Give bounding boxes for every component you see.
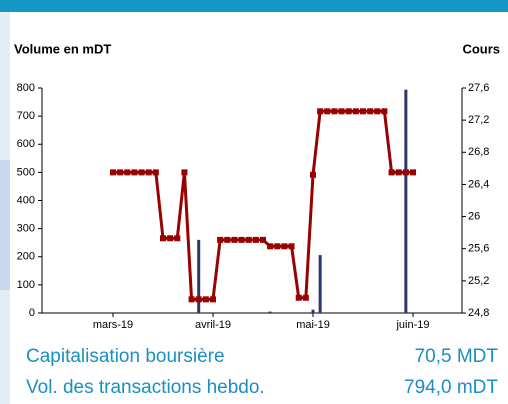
top-band [0, 0, 508, 12]
price-marker [117, 169, 124, 176]
price-marker [260, 236, 266, 243]
price-marker [160, 235, 166, 242]
bar [404, 89, 408, 313]
y2-tick-label: 25,2 [468, 275, 489, 287]
y2-tick-label: 26 [468, 210, 480, 222]
price-line [113, 109, 413, 301]
price-marker [360, 108, 366, 115]
y-tick-label: 100 [17, 279, 35, 291]
y2-tick-label: 26,8 [468, 146, 489, 158]
price-marker [374, 108, 381, 115]
summary-label: Vol. des transactions hebdo. [26, 377, 265, 398]
price-marker [174, 235, 181, 242]
summary-value: 794,0 mDT [404, 377, 498, 398]
price-marker [245, 236, 252, 243]
price-marker [331, 108, 338, 115]
price-marker [324, 108, 331, 115]
y-axis-title: Volume en mDT [14, 41, 111, 56]
price-marker [395, 169, 402, 176]
price-marker [338, 108, 345, 115]
price-marker [224, 236, 231, 243]
summary-value: 70,5 MDT [415, 346, 499, 367]
y-tick-label: 800 [17, 82, 35, 94]
price-marker [167, 235, 174, 242]
bar [318, 255, 322, 313]
summary-label: Capitalisation boursière [26, 346, 225, 367]
price-marker [152, 169, 159, 176]
price-marker [381, 108, 388, 115]
price-marker [145, 169, 152, 176]
price-marker [367, 108, 374, 115]
bar [268, 311, 272, 313]
y2-tick-label: 26,4 [468, 178, 489, 190]
price-marker [252, 236, 259, 243]
price-marker [110, 169, 116, 176]
y-tick-label: 200 [17, 251, 35, 263]
price-marker [138, 169, 145, 176]
price-marker [310, 171, 316, 178]
price-marker [274, 243, 281, 250]
x-tick-label: avril-19 [195, 319, 231, 331]
price-marker [288, 243, 295, 250]
price-marker [352, 108, 359, 115]
price-marker [217, 236, 224, 243]
left-strip-accent [0, 160, 10, 290]
y2-tick-label: 27,2 [468, 114, 489, 126]
price-marker [210, 296, 216, 303]
price-marker [402, 169, 409, 176]
price-marker [124, 169, 131, 176]
price-marker [388, 169, 395, 176]
x-tick-label: juin-19 [395, 319, 429, 331]
y-tick-label: 700 [17, 110, 35, 122]
y-tick-label: 0 [29, 307, 35, 319]
price-marker [188, 296, 195, 303]
price-marker [267, 243, 274, 250]
bar [311, 309, 315, 313]
price-marker [410, 169, 416, 176]
y-tick-label: 400 [17, 194, 35, 206]
price-marker [345, 108, 352, 115]
price-marker [202, 296, 209, 303]
x-tick-label: mars-19 [93, 319, 133, 331]
y2-tick-label: 27,6 [468, 82, 489, 94]
price-marker [238, 236, 245, 243]
price-marker [181, 169, 188, 176]
y2-axis-title: Cours [462, 41, 500, 56]
price-marker [131, 169, 138, 176]
price-marker [302, 294, 309, 301]
y2-tick-label: 24,8 [468, 307, 489, 319]
bar [197, 239, 201, 313]
x-tick-label: mai-19 [296, 319, 330, 331]
y-tick-label: 300 [17, 223, 35, 235]
y-tick-label: 500 [17, 166, 35, 178]
price-marker [231, 236, 238, 243]
price-marker [317, 108, 324, 115]
price-marker [195, 296, 202, 303]
y2-tick-label: 25,6 [468, 243, 489, 255]
price-marker [295, 294, 302, 301]
y-tick-label: 600 [17, 138, 35, 150]
price-marker [281, 243, 288, 250]
